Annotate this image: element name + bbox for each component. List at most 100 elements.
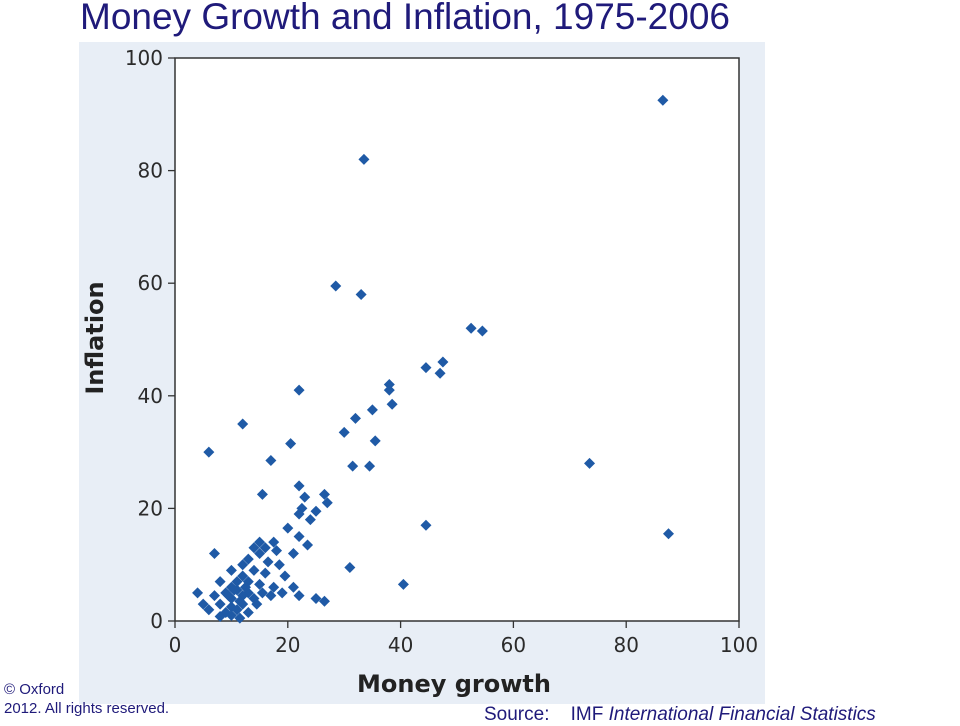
- data-point-marker: [397, 578, 409, 590]
- source-prefix: Source:: [484, 704, 550, 725]
- data-point-marker: [197, 598, 209, 610]
- data-point-marker: [276, 587, 288, 599]
- x-tick-label: 0: [169, 633, 182, 657]
- data-point-marker: [299, 491, 311, 503]
- data-point-marker: [347, 460, 359, 472]
- data-point-marker: [296, 502, 308, 514]
- data-point-marker: [366, 404, 378, 416]
- data-point-marker: [330, 280, 342, 292]
- data-point-marker: [214, 598, 226, 610]
- data-point-marker: [268, 536, 280, 548]
- x-tick-label: 20: [275, 633, 300, 657]
- data-point-marker: [293, 384, 305, 396]
- y-tick-label: 80: [138, 159, 163, 183]
- data-point-marker: [242, 553, 254, 565]
- data-point-marker: [265, 590, 277, 602]
- data-point-marker: [262, 556, 274, 568]
- data-point-marker: [208, 590, 220, 602]
- data-point-marker: [203, 446, 215, 458]
- slide-title: Money Growth and Inflation, 1975-2006: [80, 0, 730, 37]
- data-point-marker: [248, 542, 260, 554]
- data-point-marker: [304, 514, 316, 526]
- x-axis-title: Money growth: [357, 670, 551, 698]
- y-axis-ticks: 0 20 40 60 80 100: [125, 46, 175, 633]
- x-tick-label: 100: [720, 633, 758, 657]
- data-point-marker: [420, 362, 432, 374]
- data-point-marker: [318, 595, 330, 607]
- data-point-marker: [231, 576, 243, 588]
- data-point-marker: [240, 581, 251, 593]
- y-tick-label: 100: [125, 46, 163, 70]
- data-point-marker: [434, 367, 446, 379]
- data-point-marker: [369, 435, 381, 447]
- data-point-marker: [287, 547, 299, 559]
- data-point-marker: [584, 457, 596, 469]
- data-point-marker: [293, 590, 305, 602]
- data-point-marker: [338, 426, 350, 438]
- source-title: International Financial Statistics: [608, 704, 876, 725]
- data-point-marker: [214, 576, 226, 588]
- data-point-marker: [476, 325, 488, 337]
- data-point-marker: [192, 587, 204, 599]
- data-point-marker: [349, 412, 361, 424]
- data-point-marker: [237, 559, 249, 571]
- data-point-marker: [273, 559, 285, 571]
- data-point-marker: [228, 584, 240, 596]
- y-tick-label: 40: [138, 384, 163, 408]
- data-point-marker: [234, 595, 246, 607]
- data-point-marker: [293, 531, 305, 543]
- data-point-marker: [465, 322, 477, 334]
- data-point-marker: [318, 488, 330, 500]
- source-note: Source: IMF International Financial Stat…: [484, 704, 876, 726]
- copyright-symbol: ©: [4, 681, 16, 698]
- data-point-marker: [364, 460, 376, 472]
- data-point-marker: [293, 508, 305, 520]
- data-point-marker: [237, 418, 249, 430]
- data-point-marker: [293, 480, 305, 492]
- data-point-marker: [302, 539, 314, 551]
- copyright-holder: Oxford: [19, 681, 65, 698]
- data-point-marker: [248, 564, 260, 576]
- data-point-marker: [203, 604, 215, 616]
- y-tick-label: 20: [138, 496, 163, 520]
- data-point-marker: [225, 564, 237, 576]
- data-point-marker: [344, 562, 356, 574]
- y-axis-title: Inflation: [81, 281, 109, 394]
- data-point-marker: [358, 153, 370, 165]
- data-point-marker: [225, 609, 237, 621]
- data-point-marker: [231, 604, 243, 616]
- data-point-marker: [355, 288, 367, 300]
- data-point-marker: [383, 384, 395, 396]
- data-point-marker: [223, 590, 235, 602]
- plot-frame-group: [174, 57, 740, 622]
- y-tick-label: 60: [138, 271, 163, 295]
- data-point-marker: [321, 497, 333, 509]
- data-point-marker: [208, 547, 220, 559]
- data-point-marker: [254, 578, 266, 590]
- data-point-marker: [285, 438, 297, 450]
- copyright-note: © Oxford: [4, 680, 64, 700]
- data-point-marker: [282, 522, 294, 534]
- data-point-marker: [386, 398, 398, 410]
- data-point-marker: [268, 581, 280, 593]
- x-tick-label: 40: [388, 633, 413, 657]
- data-points: [192, 94, 674, 624]
- copyright-rights: 2012. All rights reserved.: [4, 700, 170, 717]
- data-point-marker: [420, 519, 432, 531]
- data-point-marker: [242, 607, 254, 619]
- data-point-marker: [254, 547, 266, 559]
- plot-area: [174, 57, 740, 622]
- data-point-marker: [287, 581, 299, 593]
- data-point-marker: [256, 488, 268, 500]
- data-point-marker: [237, 570, 249, 582]
- data-point-marker: [265, 455, 277, 467]
- x-tick-label: 60: [501, 633, 526, 657]
- x-axis-ticks: 0 20 40 60 80 100: [169, 621, 758, 657]
- data-point-marker: [259, 567, 271, 579]
- data-point-marker: [310, 505, 322, 517]
- data-point-marker: [254, 536, 266, 548]
- data-point-marker: [271, 545, 283, 557]
- y-tick-label: 0: [150, 609, 163, 633]
- data-point-marker: [248, 592, 260, 604]
- data-point-marker: [663, 528, 674, 540]
